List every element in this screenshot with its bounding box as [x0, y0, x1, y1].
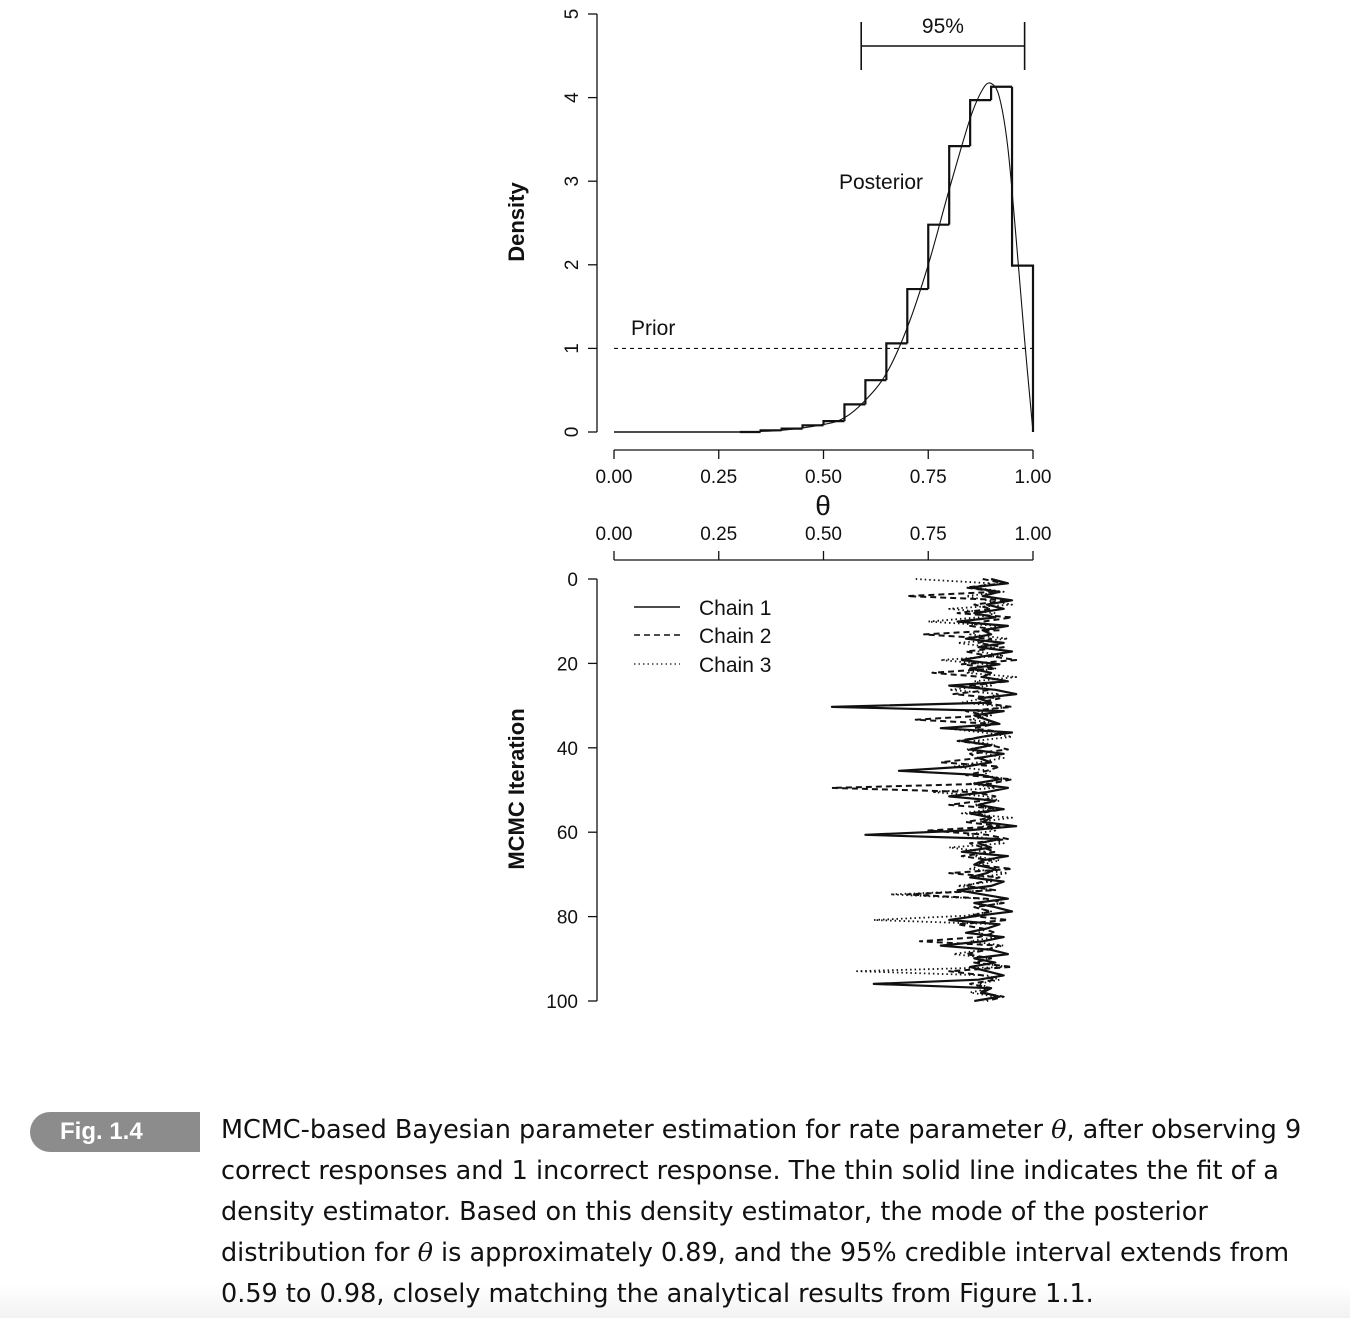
caption-theta-2: θ	[417, 1238, 433, 1268]
density-panel: 0 1 2 3 4 5 Density 0.00 0.25 0.50 0.75 1.00 θ Prior P…	[504, 9, 1052, 521]
trace-x-tick-label: 0.25	[700, 524, 737, 545]
density-x-tick-label: 0.50	[805, 467, 842, 488]
trace-y-tick-label: 40	[557, 739, 578, 760]
density-y-tick-label: 5	[562, 9, 583, 20]
density-y-tick-label: 3	[562, 176, 583, 187]
histogram-bin	[990, 85, 1013, 101]
posterior-label: Posterior	[839, 171, 923, 194]
trace-y-tick-label: 0	[567, 570, 578, 591]
figure-badge: Fig. 1.4	[30, 1112, 200, 1152]
legend-label-chain-2: Chain 2	[699, 625, 771, 648]
density-y-tick-label: 4	[562, 92, 583, 103]
trace-x-tick-label: 0.00	[596, 524, 633, 545]
density-x-tick-label: 0.25	[700, 467, 737, 488]
histogram-bin	[906, 287, 929, 344]
theta-axis-label: θ	[815, 490, 831, 521]
density-x-tick-label: 0.75	[910, 467, 947, 488]
density-y-tick-label: 1	[562, 343, 583, 354]
density-y-tick-label: 0	[562, 427, 583, 438]
density-y-axis-title: Density	[504, 182, 529, 262]
interval-label: 95%	[922, 15, 964, 38]
histogram-bin	[969, 99, 992, 147]
caption-part-1: MCMC-based Bayesian parameter estimation…	[221, 1115, 1052, 1145]
trace-y-axis-title: MCMC Iteration	[504, 708, 529, 869]
histogram-bin	[948, 144, 971, 225]
density-x-tick-label: 1.00	[1015, 467, 1052, 488]
caption-text: MCMC-based Bayesian parameter estimation…	[221, 1110, 1336, 1315]
trace-x-tick-label: 1.00	[1015, 524, 1052, 545]
density-x-tick-label: 0.00	[596, 467, 633, 488]
chain-3-trace	[856, 578, 1018, 1002]
trace-x-tick-label: 0.75	[910, 524, 947, 545]
trace-y-tick-label: 80	[557, 908, 578, 929]
trace-panel: 0.00 0.25 0.50 0.75 1.00 0 20 40 60 80 100 MCMC Ite…	[504, 524, 1052, 1013]
histogram-bin	[927, 223, 950, 290]
prior-label: Prior	[631, 317, 675, 340]
caption-part-2: , after observing 9 correct responses an…	[221, 1115, 1302, 1268]
trace-y-tick-label: 20	[557, 654, 578, 675]
figure-caption: Fig. 1.4 MCMC-based Bayesian parameter e…	[0, 1100, 1350, 1318]
density-estimator-curve	[739, 82, 1034, 433]
chain-2-trace	[830, 578, 1018, 1002]
trace-x-tick-label: 0.50	[805, 524, 842, 545]
trace-y-tick-label: 60	[557, 823, 578, 844]
legend-label-chain-3: Chain 3	[699, 654, 771, 677]
caption-part-3: is approximately 0.89, and the 95% credi…	[221, 1238, 1290, 1309]
chain-1-trace	[830, 577, 1018, 1003]
figure: 0 1 2 3 4 5 Density 0.00 0.25 0.50 0.75 1.00 θ Prior P…	[504, 9, 1052, 1013]
histogram-bin	[1010, 86, 1035, 432]
histogram-bin	[864, 379, 887, 405]
trace-y-tick-label: 100	[546, 992, 578, 1013]
legend-label-chain-1: Chain 1	[699, 597, 771, 620]
histogram-bin	[843, 403, 866, 422]
caption-theta-1: θ	[1051, 1115, 1067, 1145]
density-y-tick-label: 2	[562, 260, 583, 271]
